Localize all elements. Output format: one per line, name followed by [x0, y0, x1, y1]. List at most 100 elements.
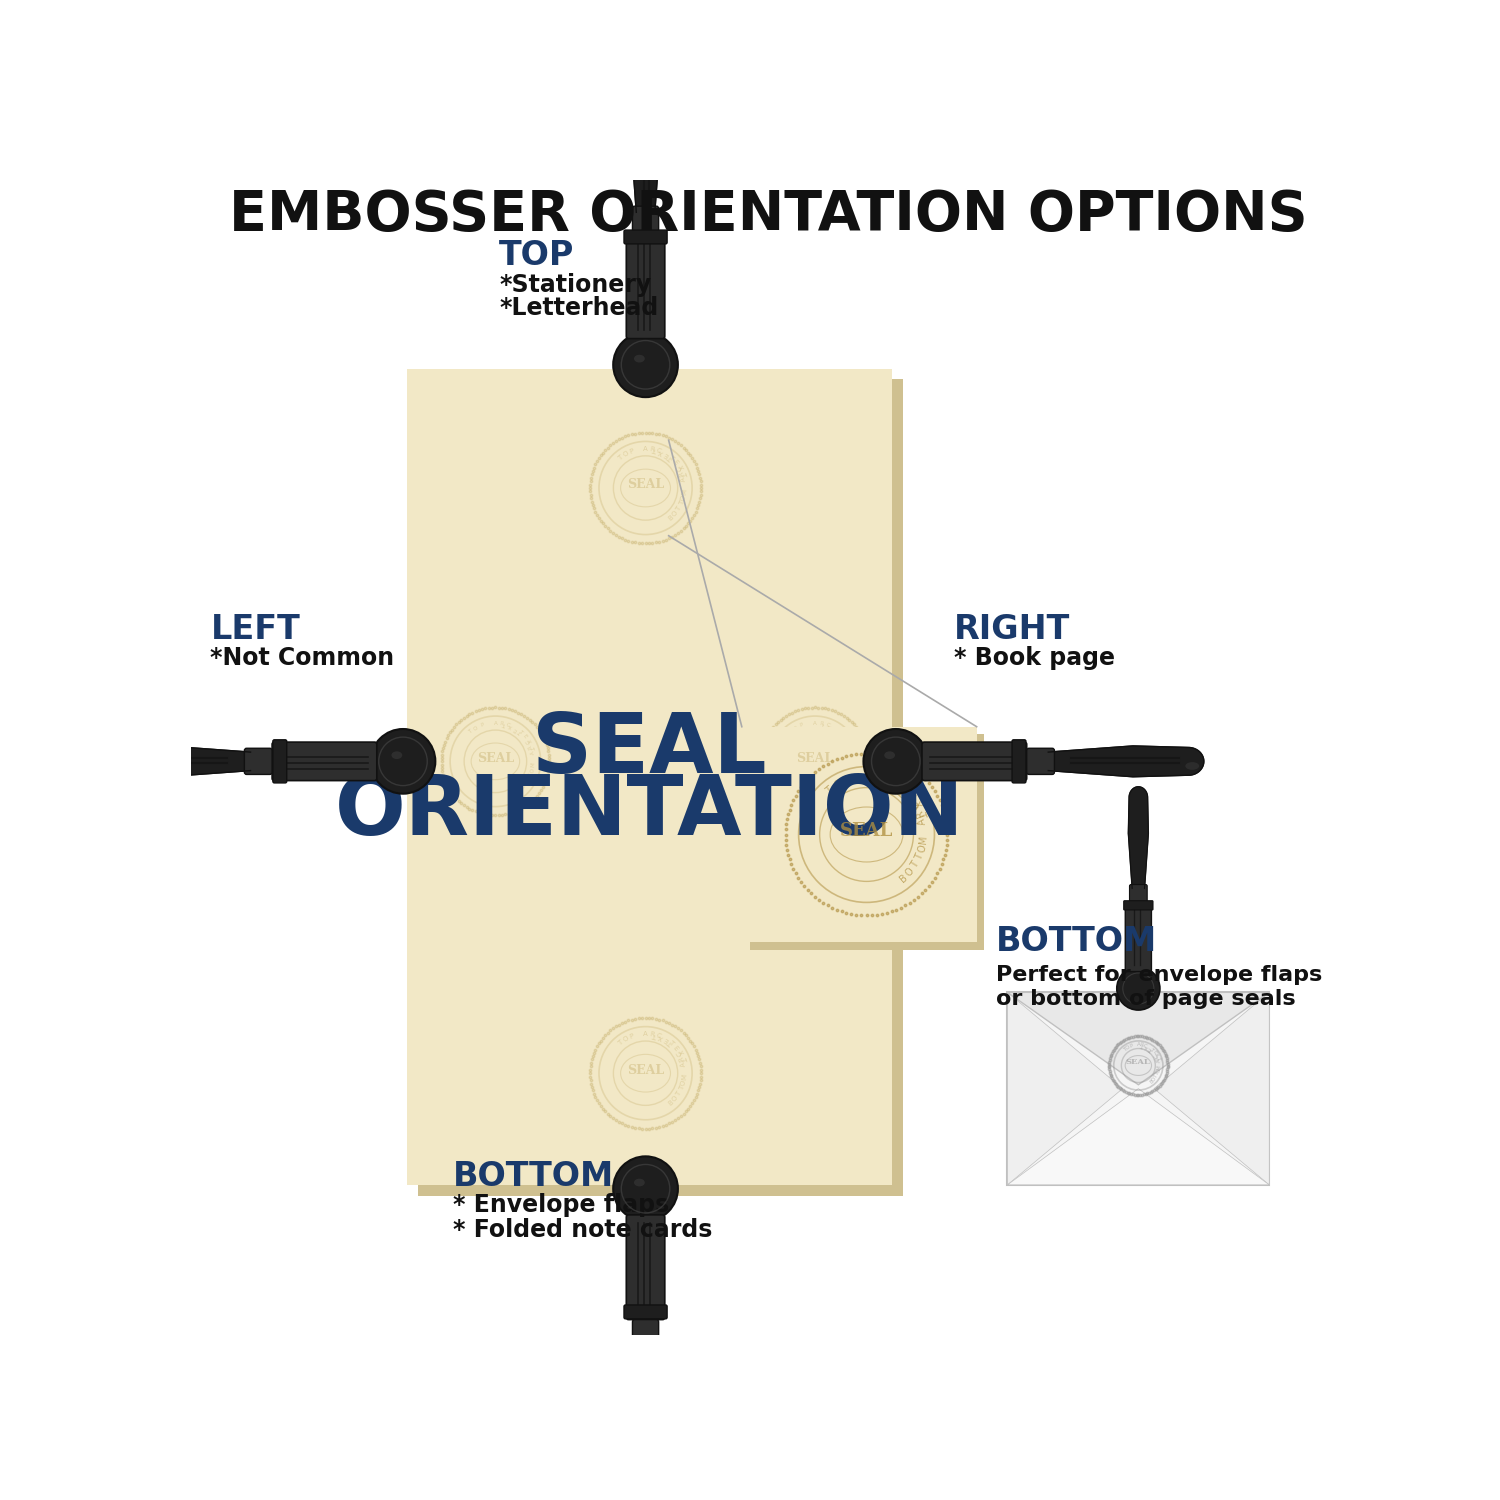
Text: P: P	[800, 723, 804, 729]
Text: E: E	[1146, 1046, 1152, 1052]
Text: A: A	[1137, 1042, 1140, 1047]
Polygon shape	[1008, 993, 1122, 1185]
Text: E: E	[904, 792, 916, 802]
Text: T: T	[668, 454, 675, 462]
Text: X: X	[1154, 1052, 1160, 1058]
Text: E: E	[522, 734, 528, 740]
Bar	[750, 735, 984, 950]
Text: E: E	[672, 459, 680, 466]
Text: P: P	[480, 723, 484, 729]
Ellipse shape	[885, 752, 896, 759]
Text: T: T	[518, 729, 524, 735]
Polygon shape	[630, 1341, 662, 1497]
Text: P: P	[843, 776, 852, 786]
Text: O: O	[792, 724, 800, 732]
Ellipse shape	[638, 1478, 645, 1492]
Text: P: P	[628, 447, 634, 454]
Text: T: T	[616, 1040, 624, 1047]
Text: C: C	[675, 1050, 682, 1056]
Text: SEAL: SEAL	[840, 822, 892, 840]
Text: C: C	[1154, 1052, 1160, 1058]
Text: T: T	[525, 778, 531, 784]
Text: B: B	[668, 514, 675, 522]
Bar	[742, 726, 976, 942]
Text: O: O	[670, 1095, 680, 1102]
Text: A: A	[1155, 1059, 1161, 1064]
Text: A: A	[849, 750, 855, 754]
FancyBboxPatch shape	[244, 748, 272, 774]
Text: O: O	[670, 510, 680, 518]
Text: T: T	[837, 729, 843, 735]
FancyBboxPatch shape	[1124, 900, 1154, 910]
Text: A: A	[681, 1062, 687, 1068]
FancyBboxPatch shape	[627, 1215, 664, 1320]
Text: B: B	[897, 873, 909, 885]
Text: T: T	[678, 501, 686, 507]
Text: B: B	[668, 1100, 675, 1107]
Text: T: T	[528, 746, 534, 750]
Text: T: T	[1155, 1056, 1161, 1060]
Ellipse shape	[1185, 762, 1198, 770]
Text: E: E	[513, 726, 519, 732]
Text: O: O	[622, 1035, 630, 1042]
Text: T: T	[844, 778, 850, 784]
Text: O: O	[1125, 1044, 1131, 1050]
Text: A: A	[530, 750, 536, 754]
Text: A: A	[494, 720, 498, 726]
Text: O: O	[833, 778, 843, 790]
Text: C: C	[825, 723, 831, 729]
Text: T: T	[678, 1086, 686, 1092]
Text: A: A	[813, 720, 818, 726]
Polygon shape	[1008, 1089, 1269, 1185]
FancyBboxPatch shape	[922, 742, 1026, 780]
Circle shape	[614, 333, 678, 398]
Text: T: T	[680, 471, 686, 477]
Text: Perfect for envelope flaps: Perfect for envelope flaps	[996, 964, 1322, 984]
Text: O: O	[916, 843, 928, 854]
Text: O: O	[849, 768, 855, 774]
FancyBboxPatch shape	[627, 234, 664, 339]
Text: T: T	[528, 774, 534, 778]
Text: A: A	[916, 818, 928, 827]
Text: T: T	[1122, 1047, 1128, 1053]
Circle shape	[1118, 968, 1160, 1010]
Text: X: X	[827, 723, 833, 729]
Text: R: R	[500, 722, 504, 726]
Text: X: X	[676, 465, 684, 472]
Text: O: O	[1155, 1068, 1161, 1072]
Text: M: M	[850, 762, 856, 766]
Text: R: R	[819, 722, 824, 726]
Polygon shape	[1154, 993, 1269, 1185]
Text: T: T	[1142, 1042, 1146, 1048]
Text: P: P	[628, 1032, 634, 1040]
FancyBboxPatch shape	[1013, 740, 1026, 783]
FancyBboxPatch shape	[633, 206, 658, 234]
Text: C: C	[656, 1032, 663, 1040]
Text: T: T	[668, 454, 675, 462]
Polygon shape	[1048, 746, 1205, 777]
Text: T: T	[788, 729, 794, 735]
Text: T: T	[675, 1090, 682, 1098]
Text: T: T	[822, 722, 827, 728]
Text: R: R	[650, 446, 656, 453]
FancyBboxPatch shape	[624, 230, 668, 244]
Text: T: T	[668, 1040, 675, 1047]
Text: O: O	[903, 865, 916, 879]
Text: R: R	[847, 744, 853, 750]
Text: E: E	[1152, 1048, 1158, 1054]
Text: P: P	[1130, 1042, 1134, 1048]
Text: T: T	[1149, 1047, 1155, 1053]
Polygon shape	[630, 57, 662, 213]
Text: M: M	[681, 1074, 688, 1080]
Text: X: X	[676, 1050, 684, 1058]
Text: C: C	[525, 738, 531, 744]
Polygon shape	[1128, 788, 1149, 888]
Bar	[406, 369, 892, 1185]
Text: SEAL: SEAL	[1126, 1059, 1150, 1066]
Text: TOP: TOP	[500, 240, 574, 273]
Text: R: R	[678, 1054, 686, 1062]
Bar	[1008, 993, 1269, 1185]
Text: T: T	[652, 1032, 658, 1038]
Text: C: C	[909, 800, 922, 810]
Text: R: R	[873, 772, 880, 783]
